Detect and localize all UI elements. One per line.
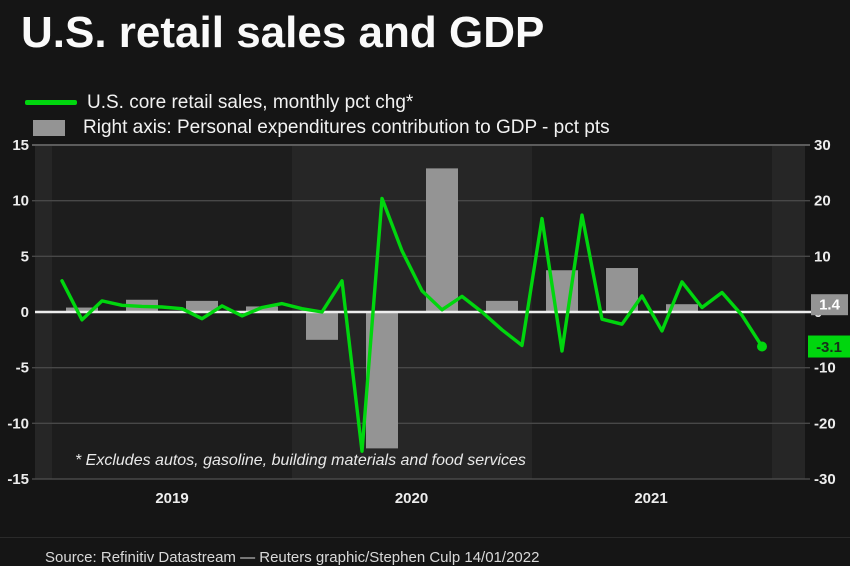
x-axis-year-label: 2021 [634, 490, 667, 507]
gdp-bar [306, 312, 338, 340]
gdp-bar [486, 300, 518, 312]
right-axis-tick: 30 [814, 137, 831, 154]
right-axis-tick: -10 [814, 360, 836, 377]
right-axis-tick: 20 [814, 193, 831, 210]
right-axis-tick: -20 [814, 415, 836, 432]
line-series-swatch-icon [25, 100, 77, 105]
bar-series-swatch-icon [33, 119, 65, 136]
legend-bar-label: Right axis: Personal expenditures contri… [83, 116, 610, 138]
legend-row-bar: Right axis: Personal expenditures contri… [25, 115, 610, 140]
left-axis-tick: -5 [16, 360, 29, 377]
gdp-bar [66, 307, 98, 312]
gdp-bar [186, 300, 218, 312]
chart-footnote: * Excludes autos, gasoline, building mat… [75, 452, 526, 469]
last-bar-value-text: 1.4 [819, 297, 841, 314]
retail-sales-line [60, 196, 764, 453]
page-title: U.S. retail sales and GDP [21, 8, 545, 57]
gdp-bar [606, 268, 638, 312]
last-line-value-text: -3.1 [816, 339, 842, 356]
source-credit: Source: Refinitiv Datastream — Reuters g… [45, 549, 540, 566]
x-axis-year-label: 2020 [395, 490, 428, 507]
left-axis-tick: 15 [12, 137, 29, 154]
left-axis-tick: -15 [7, 471, 29, 488]
left-axis-tick: 0 [21, 304, 29, 321]
right-axis-tick: 10 [814, 248, 831, 265]
legend-row-line: U.S. core retail sales, monthly pct chg* [25, 90, 610, 115]
right-axis-tick: -30 [814, 471, 836, 488]
last-line-value-box [808, 335, 850, 358]
line-end-dot [757, 341, 767, 352]
left-axis-tick: -10 [7, 415, 29, 432]
legend-line-label: U.S. core retail sales, monthly pct chg* [87, 91, 414, 113]
left-axis-tick: 5 [21, 248, 29, 265]
x-axis-year-label: 2019 [155, 490, 188, 507]
last-bar-value-box [811, 294, 848, 316]
left-axis-tick: 10 [12, 193, 29, 210]
footer-divider [0, 537, 850, 538]
gdp-bar [666, 304, 698, 312]
gdp-bar [426, 168, 458, 312]
legend: U.S. core retail sales, monthly pct chg*… [25, 90, 610, 140]
